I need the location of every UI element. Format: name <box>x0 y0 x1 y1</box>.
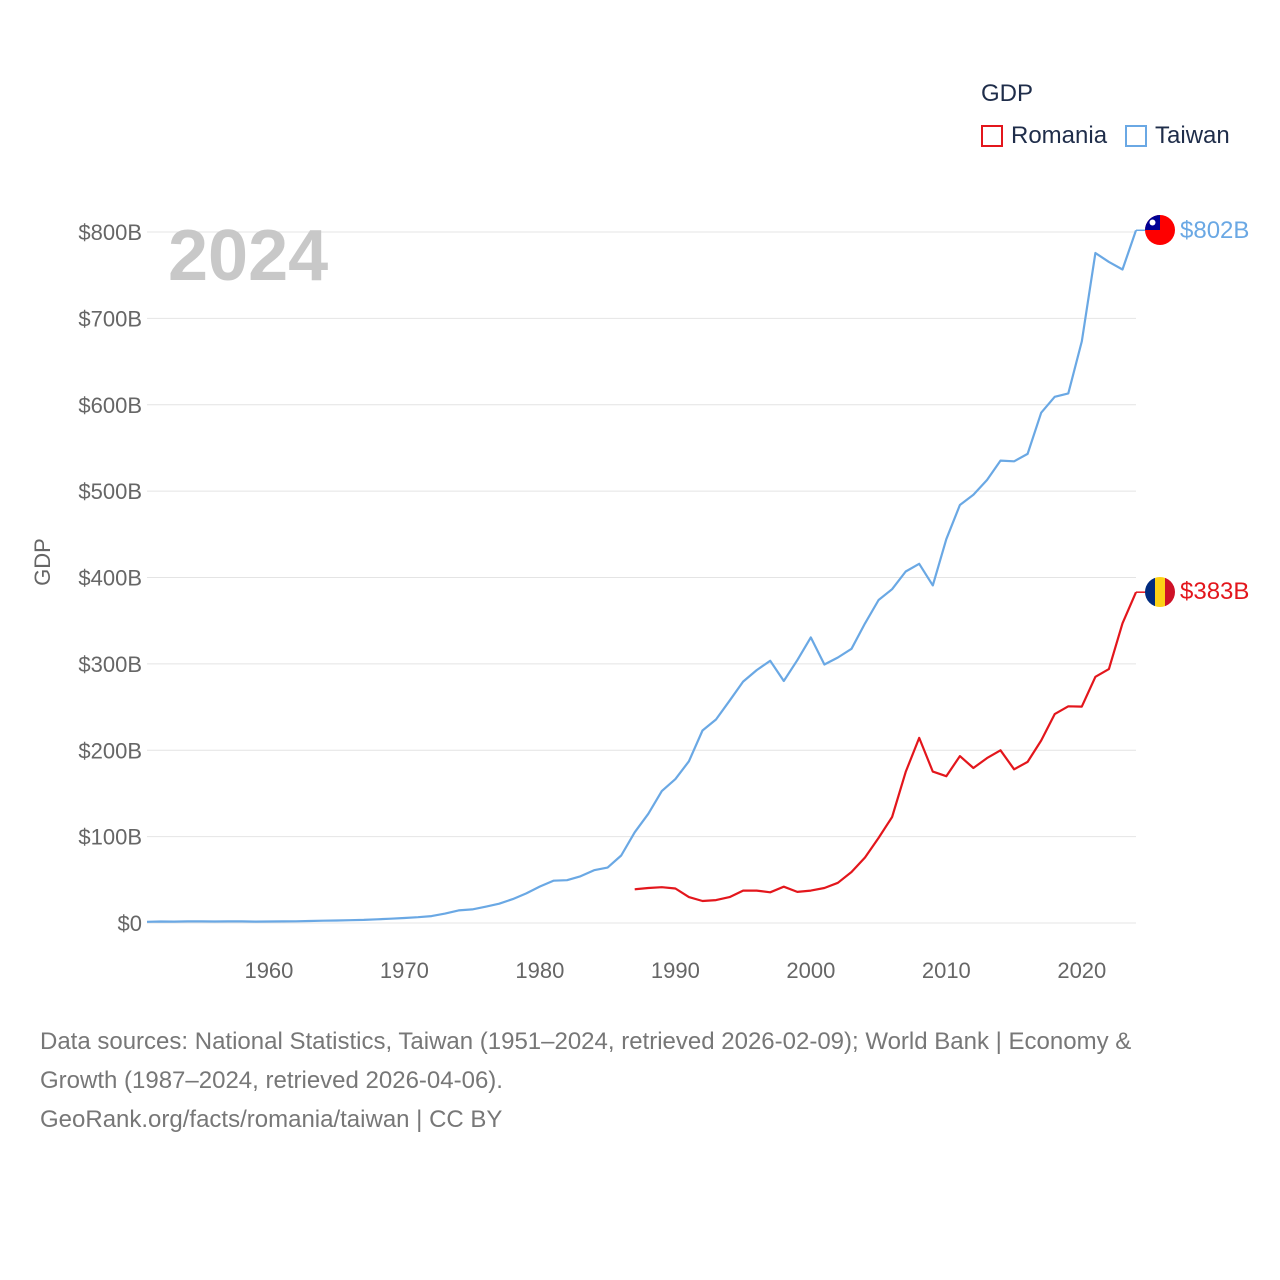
x-tick-label: 1970 <box>380 958 429 983</box>
series-lines <box>146 229 1146 923</box>
x-tick-label: 2000 <box>786 958 835 983</box>
y-tick-label: $100B <box>78 825 142 850</box>
y-tick-label: $500B <box>78 479 142 504</box>
y-tick-label: $400B <box>78 566 142 591</box>
y-tick-label: $300B <box>78 652 142 677</box>
x-tick-label: 2010 <box>922 958 971 983</box>
end-markers: $802B $383B <box>1145 215 1249 607</box>
source-line-3[interactable]: GeoRank.org/facts/romania/taiwan | CC BY <box>40 1106 503 1133</box>
legend-title: GDP <box>981 80 1034 107</box>
x-tick-label: 1960 <box>244 958 293 983</box>
series-line-taiwan <box>146 229 1138 923</box>
source-line-2: Growth (1987–2024, retrieved 2026-04-06)… <box>40 1067 503 1094</box>
taiwan-flag-icon <box>1145 215 1175 245</box>
grid-lines <box>147 231 1136 924</box>
y-axis-label: GDP <box>30 538 55 586</box>
legend-item-taiwan[interactable]: Taiwan <box>1125 122 1230 150</box>
y-tick-label: $800B <box>78 220 142 245</box>
x-tick-label: 2020 <box>1057 958 1106 983</box>
x-axis-ticks: 1960 1970 1980 1990 2000 2010 2020 <box>244 958 1106 983</box>
legend-item-romania[interactable]: Romania <box>981 122 1107 150</box>
x-tick-label: 1990 <box>651 958 700 983</box>
taiwan-swatch <box>1125 125 1148 147</box>
legend-label-taiwan: Taiwan <box>1155 122 1230 149</box>
y-tick-label: $0 <box>118 911 142 936</box>
taiwan-end-label: $802B <box>1180 217 1249 244</box>
y-axis-ticks: $0 $100B $200B $300B $400B $500B $600B $700B $80… <box>78 220 142 936</box>
romania-swatch <box>981 125 1003 147</box>
legend-label-romania: Romania <box>1011 122 1108 149</box>
y-tick-label: $700B <box>78 306 142 331</box>
romania-flag-icon <box>1145 577 1175 607</box>
source-line-1: Data sources: National Statistics, Taiwa… <box>40 1028 1132 1055</box>
y-tick-label: $200B <box>78 738 142 763</box>
year-watermark: 2024 <box>168 216 328 296</box>
data-sources: Data sources: National Statistics, Taiwa… <box>40 1022 1240 1139</box>
series-line-romania <box>634 591 1138 903</box>
legend: Romania Taiwan <box>981 122 1248 150</box>
y-tick-label: $600B <box>78 393 142 418</box>
romania-end-label: $383B <box>1180 578 1249 605</box>
x-tick-label: 1980 <box>515 958 564 983</box>
